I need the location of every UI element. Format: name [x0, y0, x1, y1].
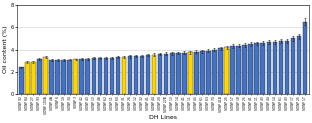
Bar	[31, 62, 36, 94]
Bar	[158, 54, 163, 94]
Bar	[206, 51, 211, 94]
Bar	[91, 58, 96, 94]
Bar	[188, 52, 193, 94]
Bar	[164, 54, 168, 94]
Bar	[61, 60, 66, 94]
Bar	[55, 60, 60, 94]
Bar	[236, 46, 241, 94]
Bar	[194, 52, 199, 94]
Bar	[218, 48, 223, 94]
Bar	[230, 46, 235, 94]
Bar	[67, 60, 72, 94]
Bar	[200, 51, 205, 94]
Bar	[266, 42, 271, 94]
Bar	[110, 58, 114, 94]
Bar	[134, 56, 138, 94]
Bar	[85, 59, 90, 94]
Bar	[255, 43, 259, 94]
Bar	[116, 57, 120, 94]
Bar	[98, 58, 102, 94]
Bar	[104, 58, 108, 94]
Bar	[152, 55, 156, 94]
Bar	[73, 59, 78, 94]
Bar	[279, 41, 283, 94]
Bar	[212, 50, 217, 94]
Bar	[182, 53, 187, 94]
Y-axis label: Oil content (%): Oil content (%)	[3, 26, 8, 73]
Bar	[248, 44, 253, 94]
Bar	[49, 60, 54, 94]
Bar	[273, 42, 277, 94]
Bar	[37, 59, 42, 94]
X-axis label: DH Lines: DH Lines	[149, 115, 177, 120]
Bar	[43, 57, 48, 94]
Bar	[297, 36, 301, 94]
Bar	[291, 38, 295, 94]
Bar	[140, 56, 144, 94]
Bar	[242, 45, 247, 94]
Bar	[80, 59, 84, 94]
Bar	[146, 55, 150, 94]
Bar	[19, 67, 24, 94]
Bar	[285, 41, 289, 94]
Bar	[128, 56, 132, 94]
Bar	[122, 57, 126, 94]
Bar	[303, 22, 307, 94]
Bar	[176, 53, 181, 94]
Bar	[261, 43, 265, 94]
Bar	[25, 62, 30, 94]
Bar	[170, 53, 174, 94]
Bar	[224, 47, 229, 94]
